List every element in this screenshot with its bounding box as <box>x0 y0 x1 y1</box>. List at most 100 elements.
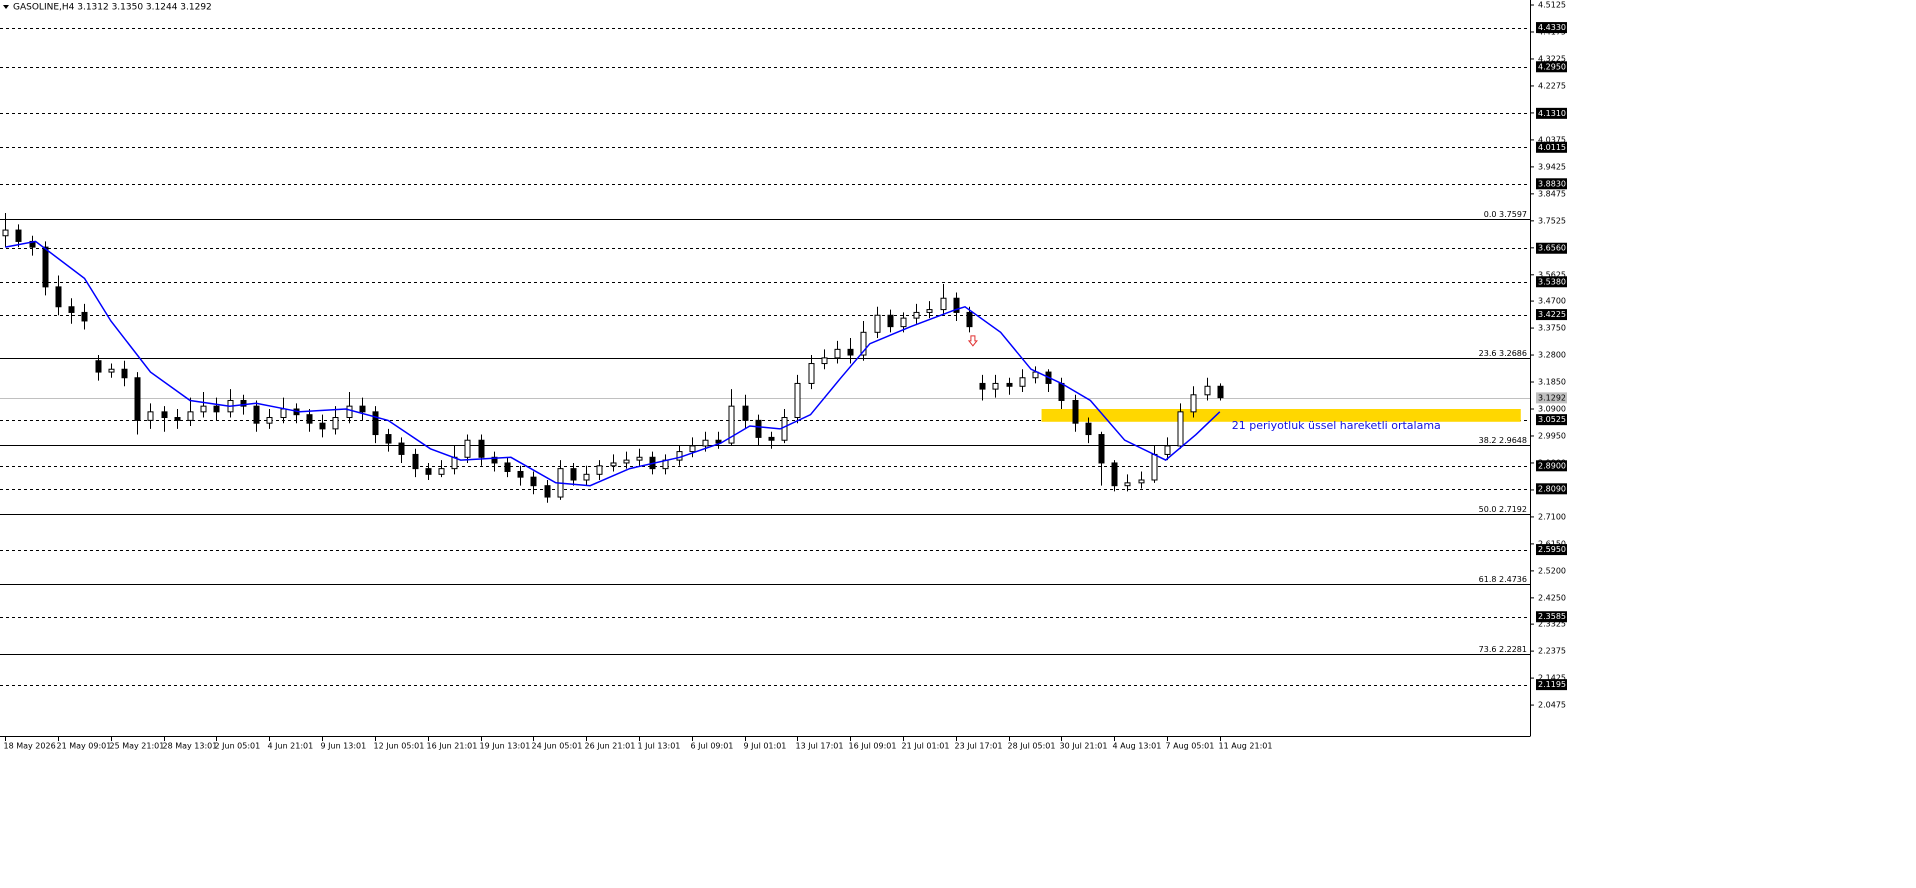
level-label: 4.1310 <box>1538 109 1566 118</box>
candle-body <box>702 439 709 447</box>
x-tick-label: 24 Jun 05:01 <box>532 742 583 751</box>
candle-body <box>1058 382 1065 401</box>
x-tick-label: 12 Jun 05:01 <box>374 742 425 751</box>
x-tick-label: 1 Jul 13:01 <box>638 742 681 751</box>
fib-label: 0.0 3.7597 <box>1484 210 1527 219</box>
zone <box>1041 408 1521 422</box>
y-tick-label: 2.7100 <box>1538 512 1566 521</box>
level-label: 2.5950 <box>1538 545 1566 554</box>
candle-body <box>1111 462 1118 487</box>
candle-body <box>1138 479 1145 484</box>
level-box <box>1536 276 1567 288</box>
candle-body <box>2 229 9 237</box>
candle-body <box>478 439 485 458</box>
candle-body <box>847 348 854 356</box>
candle-body <box>530 476 537 487</box>
candle-body <box>108 368 115 373</box>
level-label: 2.1195 <box>1538 680 1566 689</box>
fib-label: 38.2 2.9648 <box>1479 436 1527 445</box>
candle-body <box>610 462 617 467</box>
candle-body <box>768 436 775 441</box>
level-label: 4.2950 <box>1538 62 1566 71</box>
level-box <box>1536 242 1567 254</box>
y-tick-label: 3.3750 <box>1538 324 1566 333</box>
candle-body <box>200 405 207 413</box>
candle-body <box>174 417 181 421</box>
x-tick-label: 26 Jun 21:01 <box>585 742 636 751</box>
y-tick-label: 3.0900 <box>1538 404 1566 413</box>
candle-body <box>517 470 524 478</box>
y-tick-label: 2.3325 <box>1538 620 1566 629</box>
x-tick-label: 23 Jul 17:01 <box>955 742 1003 751</box>
candle-body <box>134 377 141 421</box>
level-box <box>1536 141 1567 153</box>
x-tick-label: 16 Jun 21:01 <box>427 742 478 751</box>
candle-body <box>81 311 88 322</box>
candle-body <box>992 382 999 390</box>
candle-body <box>412 453 419 470</box>
y-tick-label: 2.0475 <box>1538 701 1566 710</box>
y-tick-label: 3.5625 <box>1538 270 1566 279</box>
x-tick-label: 7 Aug 05:01 <box>1166 742 1215 751</box>
candle-body <box>742 405 749 421</box>
fib-label: 23.6 3.2686 <box>1479 349 1527 358</box>
candle-body <box>1151 453 1158 481</box>
candle-body <box>438 468 445 475</box>
x-tick-label: 21 Jul 01:01 <box>902 742 950 751</box>
x-tick-label: 11 Aug 21:01 <box>1219 742 1273 751</box>
x-tick-label: 30 Jul 21:01 <box>1060 742 1108 751</box>
candle-body <box>1085 422 1092 436</box>
candle-body <box>319 422 326 430</box>
candle-body <box>1124 482 1131 487</box>
current-price-label: 3.1292 <box>1538 393 1566 402</box>
candle-body <box>808 363 815 384</box>
y-tick-label: 2.1425 <box>1538 674 1566 683</box>
level-label: 2.8090 <box>1538 484 1566 493</box>
candle-body <box>213 405 220 413</box>
level-box <box>1536 414 1567 426</box>
candle-body <box>42 246 49 288</box>
candle-body <box>425 468 432 475</box>
level-label: 4.4330 <box>1538 23 1566 32</box>
level-box <box>1536 483 1567 495</box>
y-tick-label: 4.5125 <box>1538 0 1566 9</box>
candle-body <box>755 419 762 438</box>
y-tick-label: 2.6150 <box>1538 539 1566 548</box>
x-tick-label: 9 Jul 01:01 <box>744 742 787 751</box>
candle-body <box>570 468 577 481</box>
candle-body <box>966 311 973 328</box>
y-tick-label: 4.3225 <box>1538 54 1566 63</box>
y-tick-label: 4.2275 <box>1538 81 1566 90</box>
ema-annotation: 21 periyotluk üssel hareketli ortalama <box>1232 419 1441 432</box>
candle-body <box>728 405 735 444</box>
level-box <box>1536 460 1567 472</box>
x-tick-label: 28 May 13:01 <box>163 742 218 751</box>
x-tick-label: 13 Jul 17:01 <box>796 742 844 751</box>
candle-body <box>860 331 867 356</box>
candle-body <box>1190 394 1197 413</box>
level-box <box>1536 107 1567 119</box>
candle-body <box>504 462 511 472</box>
candle-body <box>95 360 102 373</box>
fib-label: 73.6 2.2281 <box>1479 645 1527 654</box>
y-tick-label: 3.2800 <box>1538 351 1566 360</box>
candle-body <box>266 417 273 424</box>
candle-body <box>1204 385 1211 396</box>
level-label: 4.0115 <box>1538 143 1566 152</box>
candle-body <box>781 417 788 441</box>
x-tick-label: 18 May 2026 <box>4 742 56 751</box>
level-label: 3.5380 <box>1538 277 1566 286</box>
y-tick-label: 3.8475 <box>1538 189 1566 198</box>
menu-triangle[interactable] <box>3 5 9 9</box>
y-tick-label: 3.9425 <box>1538 162 1566 171</box>
y-tick-label: 3.4700 <box>1538 297 1566 306</box>
candle-body <box>636 456 643 461</box>
level-label: 3.4225 <box>1538 310 1566 319</box>
x-tick-label: 25 May 21:01 <box>110 742 165 751</box>
x-tick-label: 28 Jul 05:01 <box>1008 742 1056 751</box>
candle-body <box>464 439 471 458</box>
y-tick-label: 2.4250 <box>1538 593 1566 602</box>
candle-body <box>187 411 194 421</box>
candle-body <box>926 309 933 313</box>
